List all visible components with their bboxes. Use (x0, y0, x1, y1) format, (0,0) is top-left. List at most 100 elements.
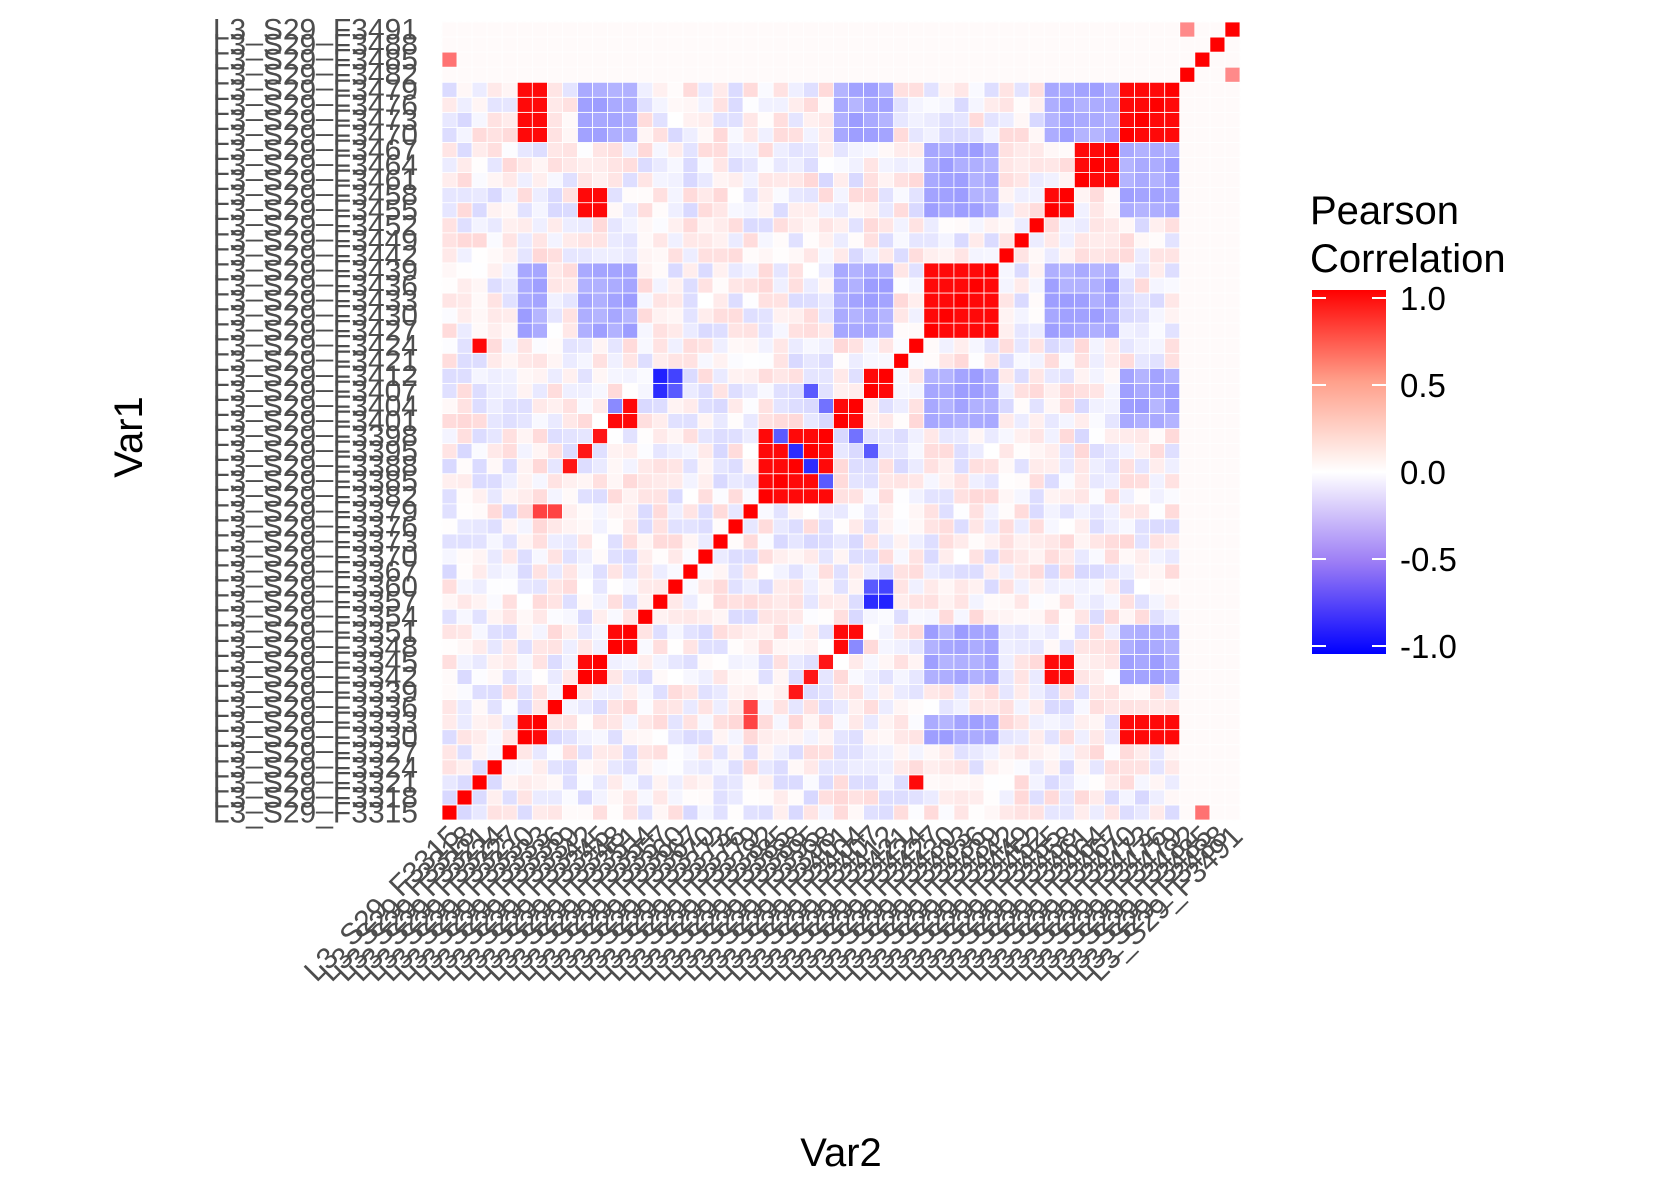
heatmap-cell (547, 172, 563, 189)
heatmap-cell (968, 382, 985, 399)
heatmap-cell (757, 96, 774, 113)
heatmap-cell (1134, 81, 1151, 98)
heatmap-cell (863, 593, 880, 610)
heatmap-cell (1164, 202, 1181, 219)
heatmap-cell (938, 36, 955, 53)
heatmap-cell (1089, 142, 1105, 158)
heatmap-cell (968, 744, 985, 761)
y-tick-label: L3_S29_F3473 (213, 104, 418, 137)
heatmap-cell (818, 518, 834, 535)
heatmap-cell (1134, 774, 1151, 791)
heatmap-cell (441, 322, 458, 339)
heatmap-cell (1119, 473, 1136, 490)
heatmap-cell (1194, 322, 1211, 339)
heatmap-cell (938, 81, 955, 98)
heatmap-cell (968, 352, 985, 369)
heatmap-cell (908, 729, 925, 746)
heatmap-cell (802, 578, 819, 595)
heatmap-cell (727, 443, 744, 460)
heatmap-cell (547, 352, 563, 369)
heatmap-cell (1134, 653, 1151, 670)
heatmap-cell (878, 413, 895, 429)
heatmap-cell (757, 157, 774, 173)
heatmap-cell (1119, 262, 1136, 279)
heatmap-cell (531, 172, 548, 189)
legend-tick-label: -1.0 (1400, 628, 1457, 665)
heatmap-cell (848, 382, 864, 399)
heatmap-cell (622, 729, 639, 746)
heatmap-cell (968, 578, 985, 595)
heatmap-cell (953, 187, 970, 204)
heatmap-cell (772, 578, 789, 595)
heatmap-cell (516, 127, 533, 143)
heatmap-cell (998, 518, 1015, 535)
heatmap-cell (577, 488, 593, 505)
heatmap-cell (818, 21, 834, 38)
heatmap-cell (1194, 337, 1211, 354)
heatmap-cell (1119, 413, 1136, 429)
heatmap-cell (1058, 157, 1075, 173)
heatmap-cell (1028, 759, 1045, 776)
heatmap-cell (712, 533, 729, 550)
heatmap-cell (531, 292, 548, 309)
heatmap-cell (772, 337, 789, 354)
heatmap-cell (1043, 262, 1060, 279)
y-tick-label: L3_S29_F3455 (213, 194, 418, 227)
heatmap-cell (742, 608, 759, 625)
heatmap-cell (547, 21, 563, 38)
heatmap-cell (1119, 232, 1136, 249)
heatmap-cell (1164, 533, 1181, 550)
heatmap-cell (1043, 473, 1060, 490)
heatmap-cell (757, 759, 774, 776)
heatmap-cell (607, 578, 624, 595)
heatmap-cell (908, 367, 925, 384)
heatmap-cell (592, 217, 609, 234)
heatmap-cell (682, 759, 699, 776)
heatmap-cell (802, 96, 819, 113)
heatmap-cell (637, 217, 654, 234)
heatmap-cell (1179, 804, 1196, 821)
heatmap-cell (486, 503, 503, 520)
heatmap-cell (501, 352, 518, 369)
heatmap-cell (833, 669, 849, 685)
heatmap-cell (1224, 804, 1241, 821)
heatmap-cell (1119, 337, 1136, 354)
heatmap-cell (742, 187, 759, 204)
heatmap-cell (923, 307, 940, 324)
heatmap-cell (772, 428, 789, 444)
y-tick-label: L3_S29_F3458 (213, 179, 418, 212)
heatmap-cell (516, 638, 533, 655)
heatmap-cell (547, 428, 563, 444)
heatmap-cell (471, 202, 488, 219)
heatmap-cell (697, 202, 714, 219)
heatmap-cell (802, 337, 819, 354)
heatmap-cell (1119, 96, 1136, 113)
y-tick-label: L3_S29_F3427 (213, 315, 418, 348)
heatmap-cell (652, 157, 669, 173)
heatmap-cell (531, 307, 548, 324)
heatmap-cell (486, 157, 503, 173)
heatmap-cell (742, 413, 759, 429)
heatmap-cell (802, 382, 819, 399)
heatmap-cell (456, 593, 473, 610)
heatmap-cell (577, 684, 593, 700)
heatmap-cell (456, 428, 473, 444)
heatmap-cell (471, 172, 488, 189)
heatmap-cell (1058, 51, 1075, 68)
heatmap-cell (1209, 337, 1226, 354)
heatmap-cell (953, 563, 970, 580)
heatmap-cell (1073, 714, 1090, 731)
heatmap-cell (878, 699, 895, 716)
heatmap-cell (727, 578, 744, 595)
heatmap-cell (471, 578, 488, 595)
heatmap-cell (1028, 187, 1045, 204)
heatmap-cell (471, 367, 488, 384)
heatmap-cell (1164, 789, 1181, 806)
y-tick-label: L3_S29_F3436 (213, 269, 418, 302)
heatmap-cell (1073, 307, 1090, 324)
heatmap-cell (712, 367, 729, 384)
heatmap-cell (1058, 367, 1075, 384)
heatmap-cell (1028, 96, 1045, 113)
heatmap-cell (1104, 699, 1120, 716)
heatmap-cell (923, 593, 940, 610)
